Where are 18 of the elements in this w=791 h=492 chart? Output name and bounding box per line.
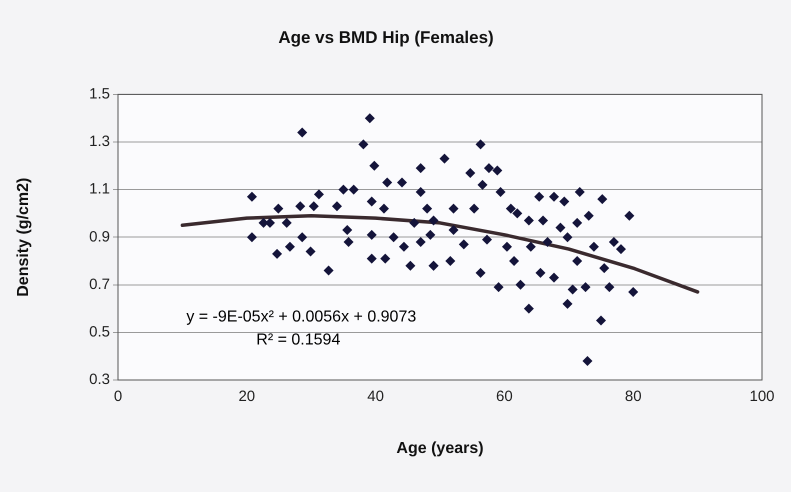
y-tick-label: 1.3 xyxy=(89,133,110,150)
annotation: R² = 0.1594 xyxy=(256,331,340,348)
x-tick-label: 60 xyxy=(496,388,513,406)
y-tick-label: 0.9 xyxy=(89,228,110,246)
y-tick-label: 0.5 xyxy=(89,324,110,341)
x-tick-label: 100 xyxy=(749,388,775,406)
x-tick-label: 0 xyxy=(114,388,122,406)
y-tick-label: 1.1 xyxy=(89,180,110,198)
y-tick-label: 0.7 xyxy=(89,276,110,293)
x-axis-title: Age (years) xyxy=(396,440,484,457)
y-tick-label: 1.5 xyxy=(89,86,110,103)
y-tick-label: 0.3 xyxy=(89,371,110,388)
annotation: y = -9E-05x² + 0.0056x + 0.9073 xyxy=(186,308,416,326)
x-tick-label: 20 xyxy=(238,388,256,406)
chart-title: Age vs BMD Hip (Females) xyxy=(278,28,494,47)
x-tick-label: 80 xyxy=(624,388,642,406)
x-tick-label: 40 xyxy=(367,388,384,406)
y-axis-title: Density (g/cm2) xyxy=(15,178,32,297)
